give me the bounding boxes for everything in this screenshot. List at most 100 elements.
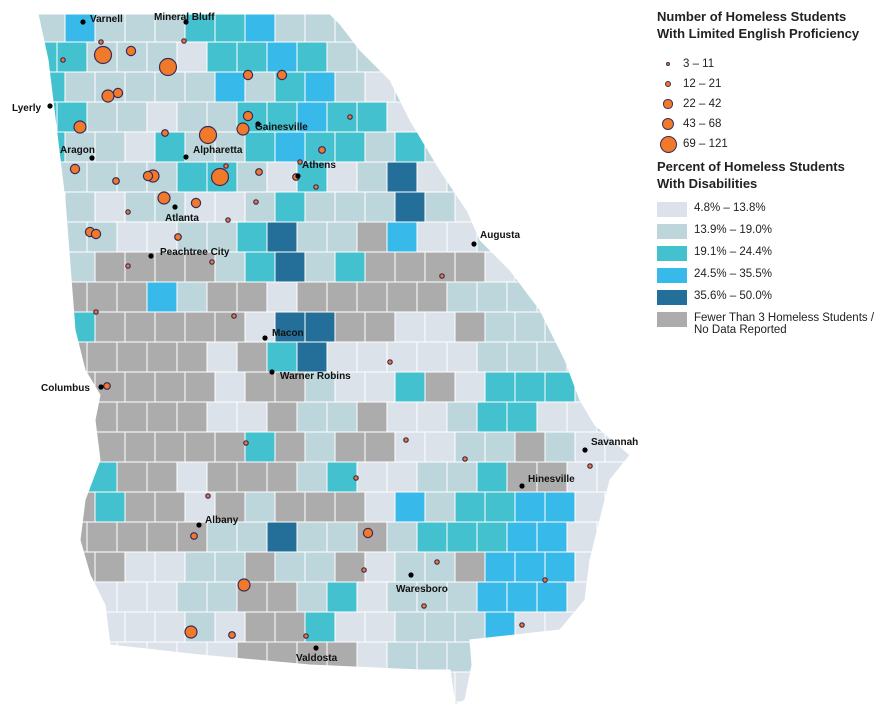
county [596,701,628,705]
county [424,551,456,583]
county-map: Varnell Mineral Bluff Lyerly Gainesville Ara… [12,12,650,706]
county [446,101,478,133]
county [386,281,418,313]
county [326,521,358,553]
county [154,71,186,103]
lep-count-circle [297,159,303,165]
county [635,132,650,162]
county [206,341,238,373]
county [244,551,276,583]
county [394,431,426,463]
lep-count-circle [60,57,66,63]
lep-count-circle [313,184,319,190]
county [626,521,630,553]
county [364,71,396,103]
county [334,611,366,643]
lep-count-circle [225,217,231,223]
county [304,491,336,523]
county [416,461,448,493]
county [446,341,478,373]
county [506,641,538,673]
county [416,401,448,433]
county [476,101,508,133]
county [635,12,650,42]
county [334,491,366,523]
county [566,521,598,553]
county [416,641,448,673]
county [454,71,486,103]
city-label: Atlanta [165,213,199,224]
lep-count-circle [205,493,211,499]
county [304,71,336,103]
legend-label: 22 – 42 [683,98,722,110]
city-dot [582,447,588,453]
lep-count-circle [101,89,115,103]
county [116,161,148,193]
county [446,701,478,705]
county [454,251,486,283]
city-label: Lyerly [12,103,42,114]
county [416,701,448,705]
city-dot [172,204,178,210]
county [154,551,186,583]
county [356,341,388,373]
county [236,521,268,553]
lep-count-circle [93,309,99,315]
county [206,401,238,433]
county [206,101,238,133]
county [356,701,388,705]
county [124,71,156,103]
legend-color-item: 19.1% – 24.4% [657,246,887,268]
county [266,221,298,253]
county [176,701,208,705]
county [274,311,306,343]
county [116,461,148,493]
lep-count-circle [253,199,259,205]
county [64,14,96,43]
county [364,191,396,223]
legend-label: 24.5% – 35.5% [694,268,773,280]
lep-count-circle [462,456,468,462]
lep-count-circle [103,382,111,390]
county [484,251,516,283]
county [64,311,96,343]
county [266,461,298,493]
county [386,341,418,373]
county [236,161,268,193]
county [296,521,328,553]
county [56,401,88,433]
county [38,221,58,253]
legend-color-item: 13.9% – 19.0% [657,224,887,246]
county [604,251,630,283]
county [356,221,388,253]
county [56,221,88,253]
county [94,311,126,343]
county [626,101,630,133]
lep-count-circle [403,437,409,443]
county [146,461,178,493]
county [296,281,328,313]
city-label: Varnell [90,14,123,25]
county [635,612,650,642]
county [596,641,628,673]
county [514,14,546,43]
color-swatch [657,202,687,217]
county [56,701,88,705]
county [334,251,366,283]
county [536,161,568,193]
county [176,461,208,493]
county [574,191,606,223]
county [124,671,156,703]
county [176,641,208,673]
county [574,551,606,583]
legend-circle-item: 12 – 21 [657,74,887,94]
legend-circles-title: Number of Homeless Students With Limited … [657,9,860,41]
county [296,221,328,253]
lep-count-circle [181,38,187,44]
county [635,492,650,522]
county [326,401,358,433]
county [86,701,118,705]
county [604,551,630,583]
county [176,221,208,253]
county [364,431,396,463]
